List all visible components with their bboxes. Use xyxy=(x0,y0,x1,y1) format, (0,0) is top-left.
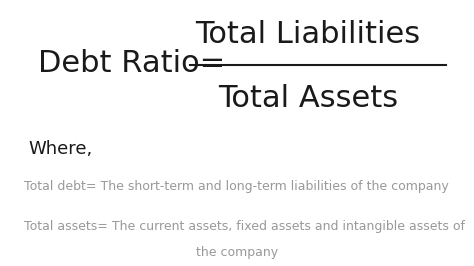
Text: Total Assets: Total Assets xyxy=(218,84,398,113)
Text: Total debt= The short-term and long-term liabilities of the company: Total debt= The short-term and long-term… xyxy=(24,180,448,193)
Text: Debt Ratio=: Debt Ratio= xyxy=(38,49,225,78)
Text: the company: the company xyxy=(196,246,278,259)
Text: Where,: Where, xyxy=(28,140,93,158)
Text: Total assets= The current assets, fixed assets and intangible assets of: Total assets= The current assets, fixed … xyxy=(24,220,465,232)
Text: Total Liabilities: Total Liabilities xyxy=(196,20,420,49)
